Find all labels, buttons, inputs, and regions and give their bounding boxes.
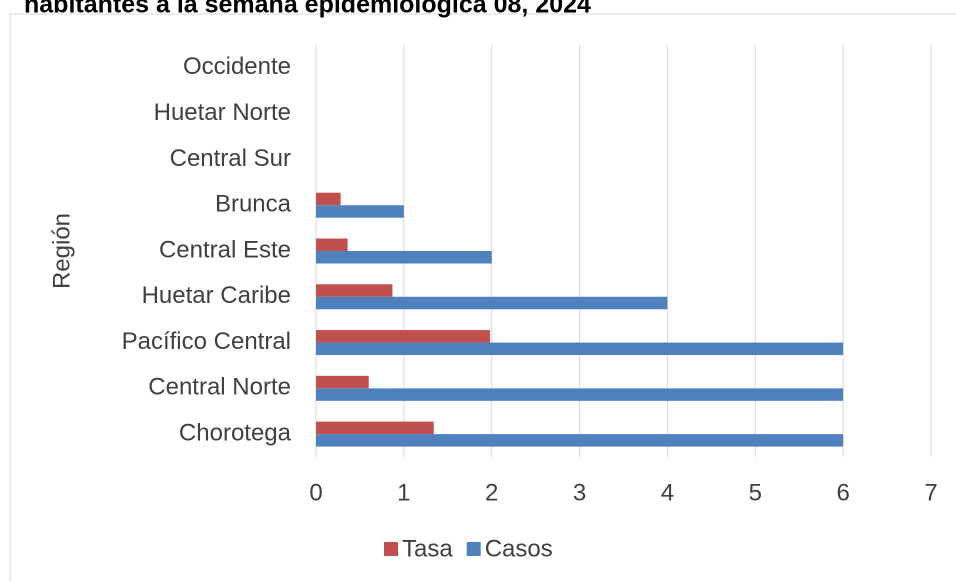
bar [316, 375, 369, 389]
legend-swatch [466, 542, 481, 556]
bar [316, 251, 492, 264]
bar [316, 421, 434, 435]
bar [316, 330, 490, 343]
y-tick-label: Huetar Caribe [142, 282, 291, 309]
y-tick-label: Central Este [159, 236, 291, 263]
bar [316, 342, 844, 356]
y-tick-label: Pacífico Central [122, 328, 291, 355]
legend-label: Tasa [402, 535, 453, 562]
chart-title: habitantes a la semana epidemiológica 08… [24, 0, 591, 19]
y-tick-label: Brunca [215, 191, 292, 218]
x-tick-label: 6 [836, 479, 849, 506]
bar [316, 434, 844, 447]
bar [316, 192, 341, 206]
bar [316, 284, 393, 297]
x-tick-label: 4 [661, 479, 674, 506]
y-tick-label: Central Sur [170, 145, 291, 172]
y-axis-label: Región [48, 213, 75, 289]
x-tick-label: 0 [309, 479, 322, 506]
x-tick-label: 2 [485, 479, 498, 506]
y-tick-label: Huetar Norte [154, 99, 291, 126]
bar [316, 296, 668, 310]
y-tick-label: Chorotega [179, 419, 292, 446]
x-tick-label: 7 [924, 479, 937, 506]
bar [316, 238, 348, 251]
x-tick-label: 1 [397, 479, 410, 506]
y-tick-label: Occidente [183, 53, 291, 80]
bar [316, 388, 844, 401]
legend-swatch [384, 542, 398, 556]
x-tick-label: 5 [749, 479, 762, 506]
y-tick-label: Central Norte [148, 374, 291, 401]
bar [316, 205, 404, 218]
legend-label: Casos [485, 535, 553, 562]
x-tick-label: 3 [573, 479, 586, 506]
